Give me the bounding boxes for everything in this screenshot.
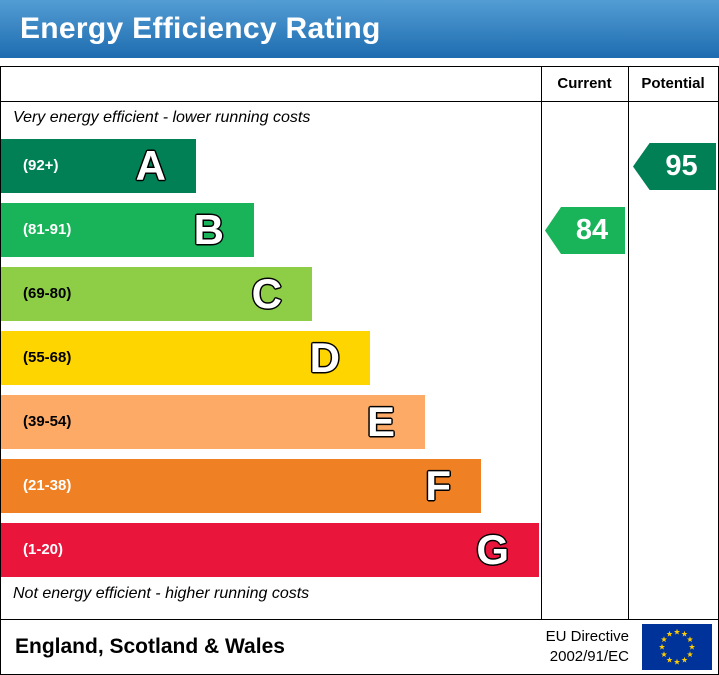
band-range-label: (81-91) <box>23 221 72 238</box>
band-letter: B <box>193 206 224 253</box>
eu-directive-line1: EU Directive <box>545 628 629 645</box>
page-title: Energy Efficiency Rating <box>20 12 381 45</box>
potential-column-divider <box>628 67 629 619</box>
band-row-c: (69-80) C <box>1 267 312 321</box>
footer: England, Scotland & Wales EU Directive 2… <box>1 620 718 674</box>
column-header-potential: Potential <box>641 75 705 92</box>
eu-directive-label: EU Directive 2002/91/EC <box>451 627 629 667</box>
top-note: Very energy efficient - lower running co… <box>13 109 311 126</box>
band-range-label: (92+) <box>23 157 59 174</box>
bottom-note: Not energy efficient - higher running co… <box>13 585 310 602</box>
band-range-label: (55-68) <box>23 349 72 366</box>
column-header-current: Current <box>557 75 612 92</box>
band-letter: C <box>251 270 282 317</box>
band-letter: D <box>309 334 340 381</box>
band-range-label: (21-38) <box>23 477 72 494</box>
band-row-e: (39-54) E <box>1 395 425 449</box>
current-column-divider <box>541 67 542 619</box>
footer-divider <box>1 619 718 620</box>
region-label: England, Scotland & Wales <box>15 635 285 658</box>
band-range-label: (1-20) <box>23 541 64 558</box>
band-row-b: (81-91) B <box>1 203 254 257</box>
potential-rating-value: 95 <box>665 150 698 182</box>
band-letter: A <box>135 142 166 189</box>
band-letter: F <box>425 462 451 509</box>
eu-flag-icon <box>642 624 712 670</box>
potential-arrow: 95 <box>633 143 716 190</box>
band-row-a: (92+) A <box>1 139 196 193</box>
band-row-f: (21-38) F <box>1 459 481 513</box>
band-row-g: (1-20) G <box>1 523 539 577</box>
current-rating-value: 84 <box>575 214 609 246</box>
header-divider <box>1 101 718 102</box>
band-letter: E <box>366 398 395 445</box>
band-row-d: (55-68) D <box>1 331 370 385</box>
title-banner: Energy Efficiency Rating <box>0 0 719 58</box>
band-range-label: (39-54) <box>23 413 72 430</box>
eu-directive-line2: 2002/91/EC <box>549 648 629 665</box>
current-arrow: 84 <box>545 207 625 254</box>
band-letter: G <box>476 526 509 573</box>
epc-chart: Current Potential Very energy efficient … <box>0 66 719 675</box>
band-range-label: (69-80) <box>23 285 72 302</box>
